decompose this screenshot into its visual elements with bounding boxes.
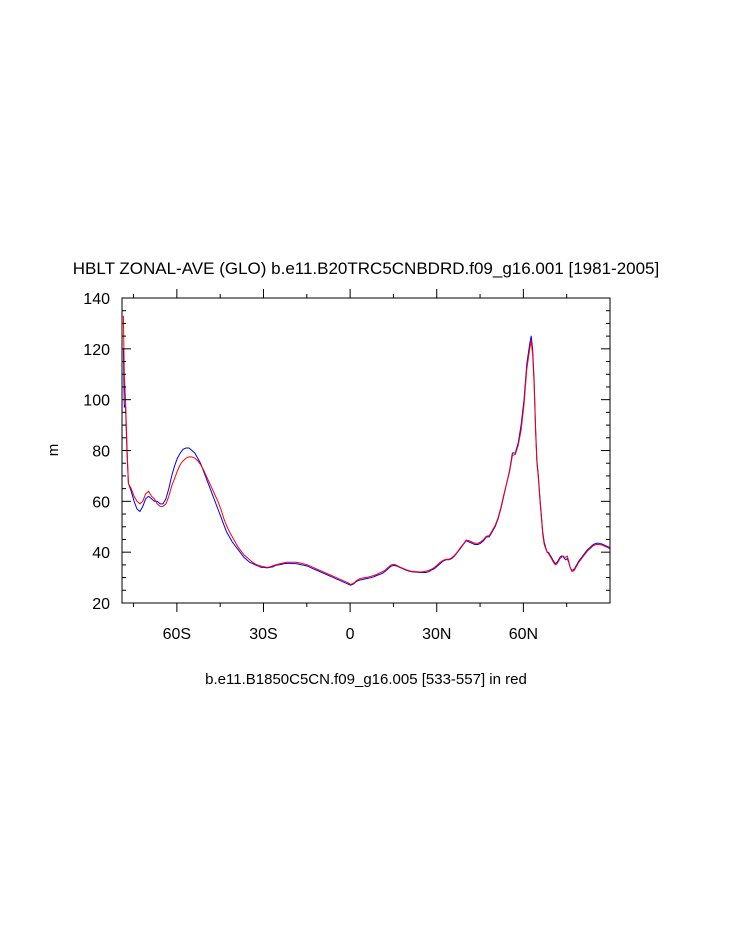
series-line-1 — [122, 335, 611, 586]
chart-title: HBLT ZONAL-AVE (GLO) b.e11.B20TRC5CNBDRD… — [73, 259, 659, 278]
series-layer — [122, 315, 611, 586]
x-tick-label: 30N — [422, 626, 451, 643]
series-line-2 — [122, 315, 611, 585]
y-tick-label: 120 — [83, 342, 110, 359]
y-tick-label: 140 — [83, 291, 110, 308]
y-tick-label: 100 — [83, 393, 110, 410]
x-axis-label: b.e11.B1850C5CN.f09_g16.005 [533-557] in… — [205, 671, 527, 688]
y-tick-label: 40 — [92, 545, 110, 562]
y-tick-label: 20 — [92, 596, 110, 613]
x-tick-label: 60N — [509, 626, 538, 643]
x-tick-label: 30S — [249, 626, 277, 643]
y-axis-label: m — [45, 444, 62, 457]
axis-layer: 20 40 60 80 100 120 140 60S 30S 0 30N 60N — [83, 289, 611, 643]
y-tick-label: 60 — [92, 494, 110, 511]
y-tick-label: 80 — [92, 444, 110, 461]
x-tick-label: 0 — [346, 626, 355, 643]
x-tick-label: 60S — [163, 626, 191, 643]
